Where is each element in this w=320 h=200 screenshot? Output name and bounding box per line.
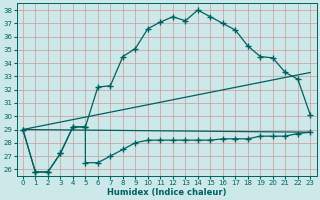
X-axis label: Humidex (Indice chaleur): Humidex (Indice chaleur) bbox=[107, 188, 226, 197]
